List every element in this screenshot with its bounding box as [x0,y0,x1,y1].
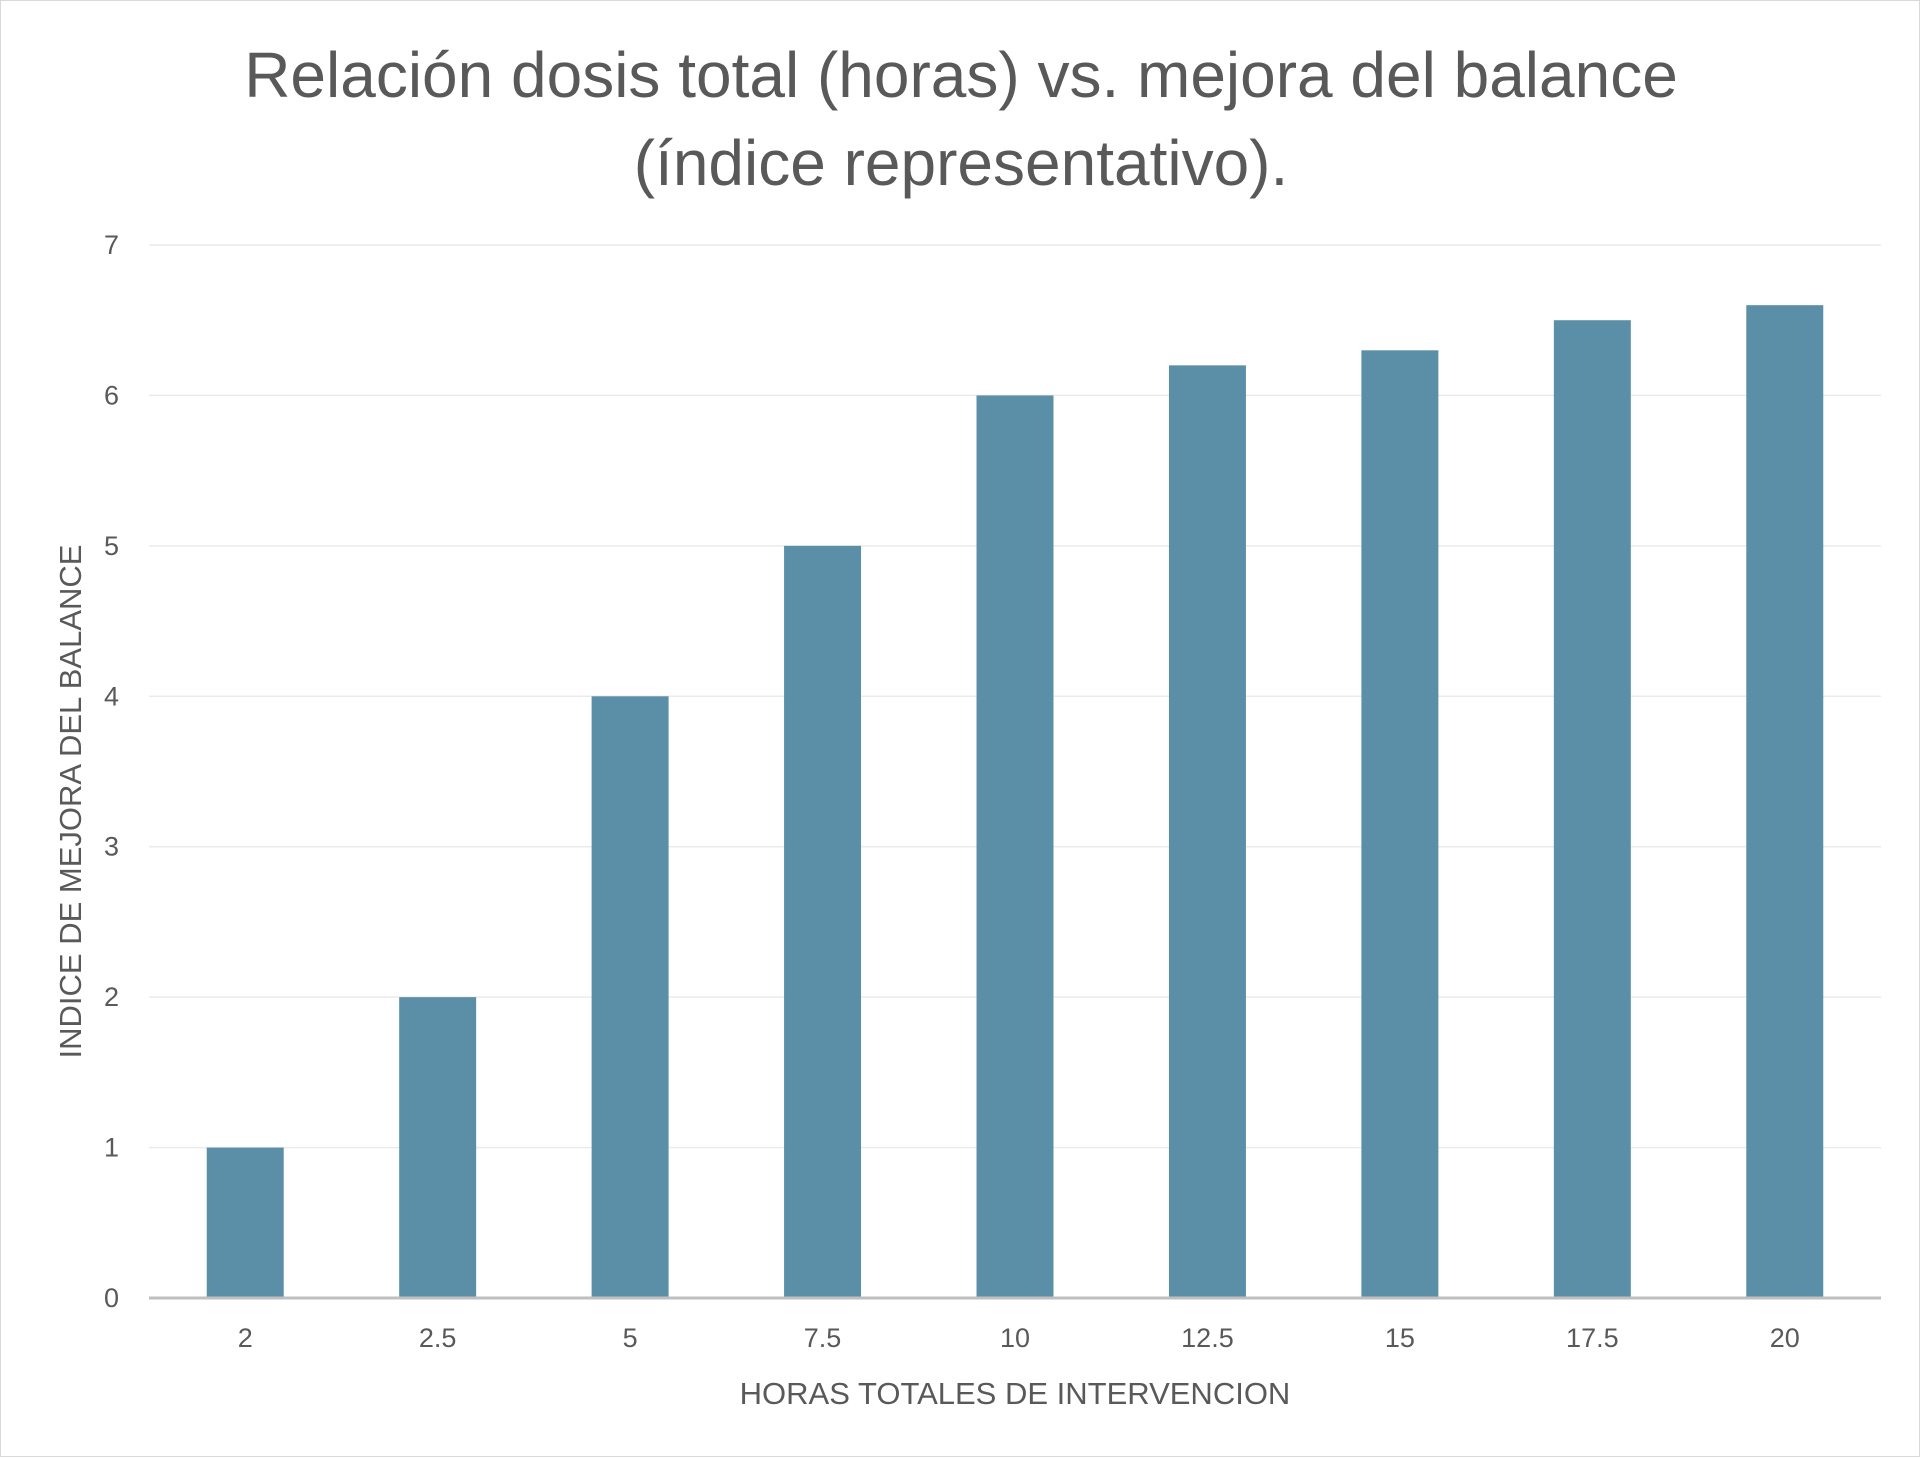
y-tick-label: 5 [104,531,119,561]
y-tick-label: 4 [104,681,119,711]
x-tick-label: 20 [1770,1323,1800,1353]
x-tick-label: 17.5 [1566,1323,1619,1353]
x-tick-label: 5 [623,1323,638,1353]
x-tick-label: 12.5 [1181,1323,1234,1353]
x-axis-title: HORAS TOTALES DE INTERVENCION [740,1376,1291,1411]
bar [784,545,862,1298]
y-tick-labels: 0 1 2 3 4 5 6 7 [104,230,119,1313]
x-tick-label: 2.5 [419,1323,457,1353]
y-tick-label: 6 [104,380,119,410]
x-tick-label: 15 [1385,1323,1415,1353]
bar [1553,320,1631,1298]
y-tick-label: 1 [104,1133,119,1163]
x-tick-label: 10 [1000,1323,1030,1353]
y-axis-title: INDICE DE MEJORA DEL BALANCE [53,545,88,1059]
x-tick-label: 7.5 [804,1323,842,1353]
bar [1168,365,1246,1298]
bar [1361,350,1439,1298]
chart-title: Relación dosis total (horas) vs. mejora … [244,39,1678,199]
y-tick-label: 7 [104,230,119,260]
bar [1746,305,1824,1299]
x-tick-labels: 2 2.5 5 7.5 10 12.5 15 17.5 20 [238,1323,1800,1353]
bar [976,395,1054,1298]
y-tick-label: 3 [104,832,119,862]
bar [206,1147,284,1298]
bar [399,997,477,1298]
bar [591,696,669,1298]
x-tick-label: 2 [238,1323,253,1353]
y-tick-label: 0 [104,1283,119,1313]
y-tick-label: 2 [104,982,119,1012]
bars [206,305,1824,1299]
